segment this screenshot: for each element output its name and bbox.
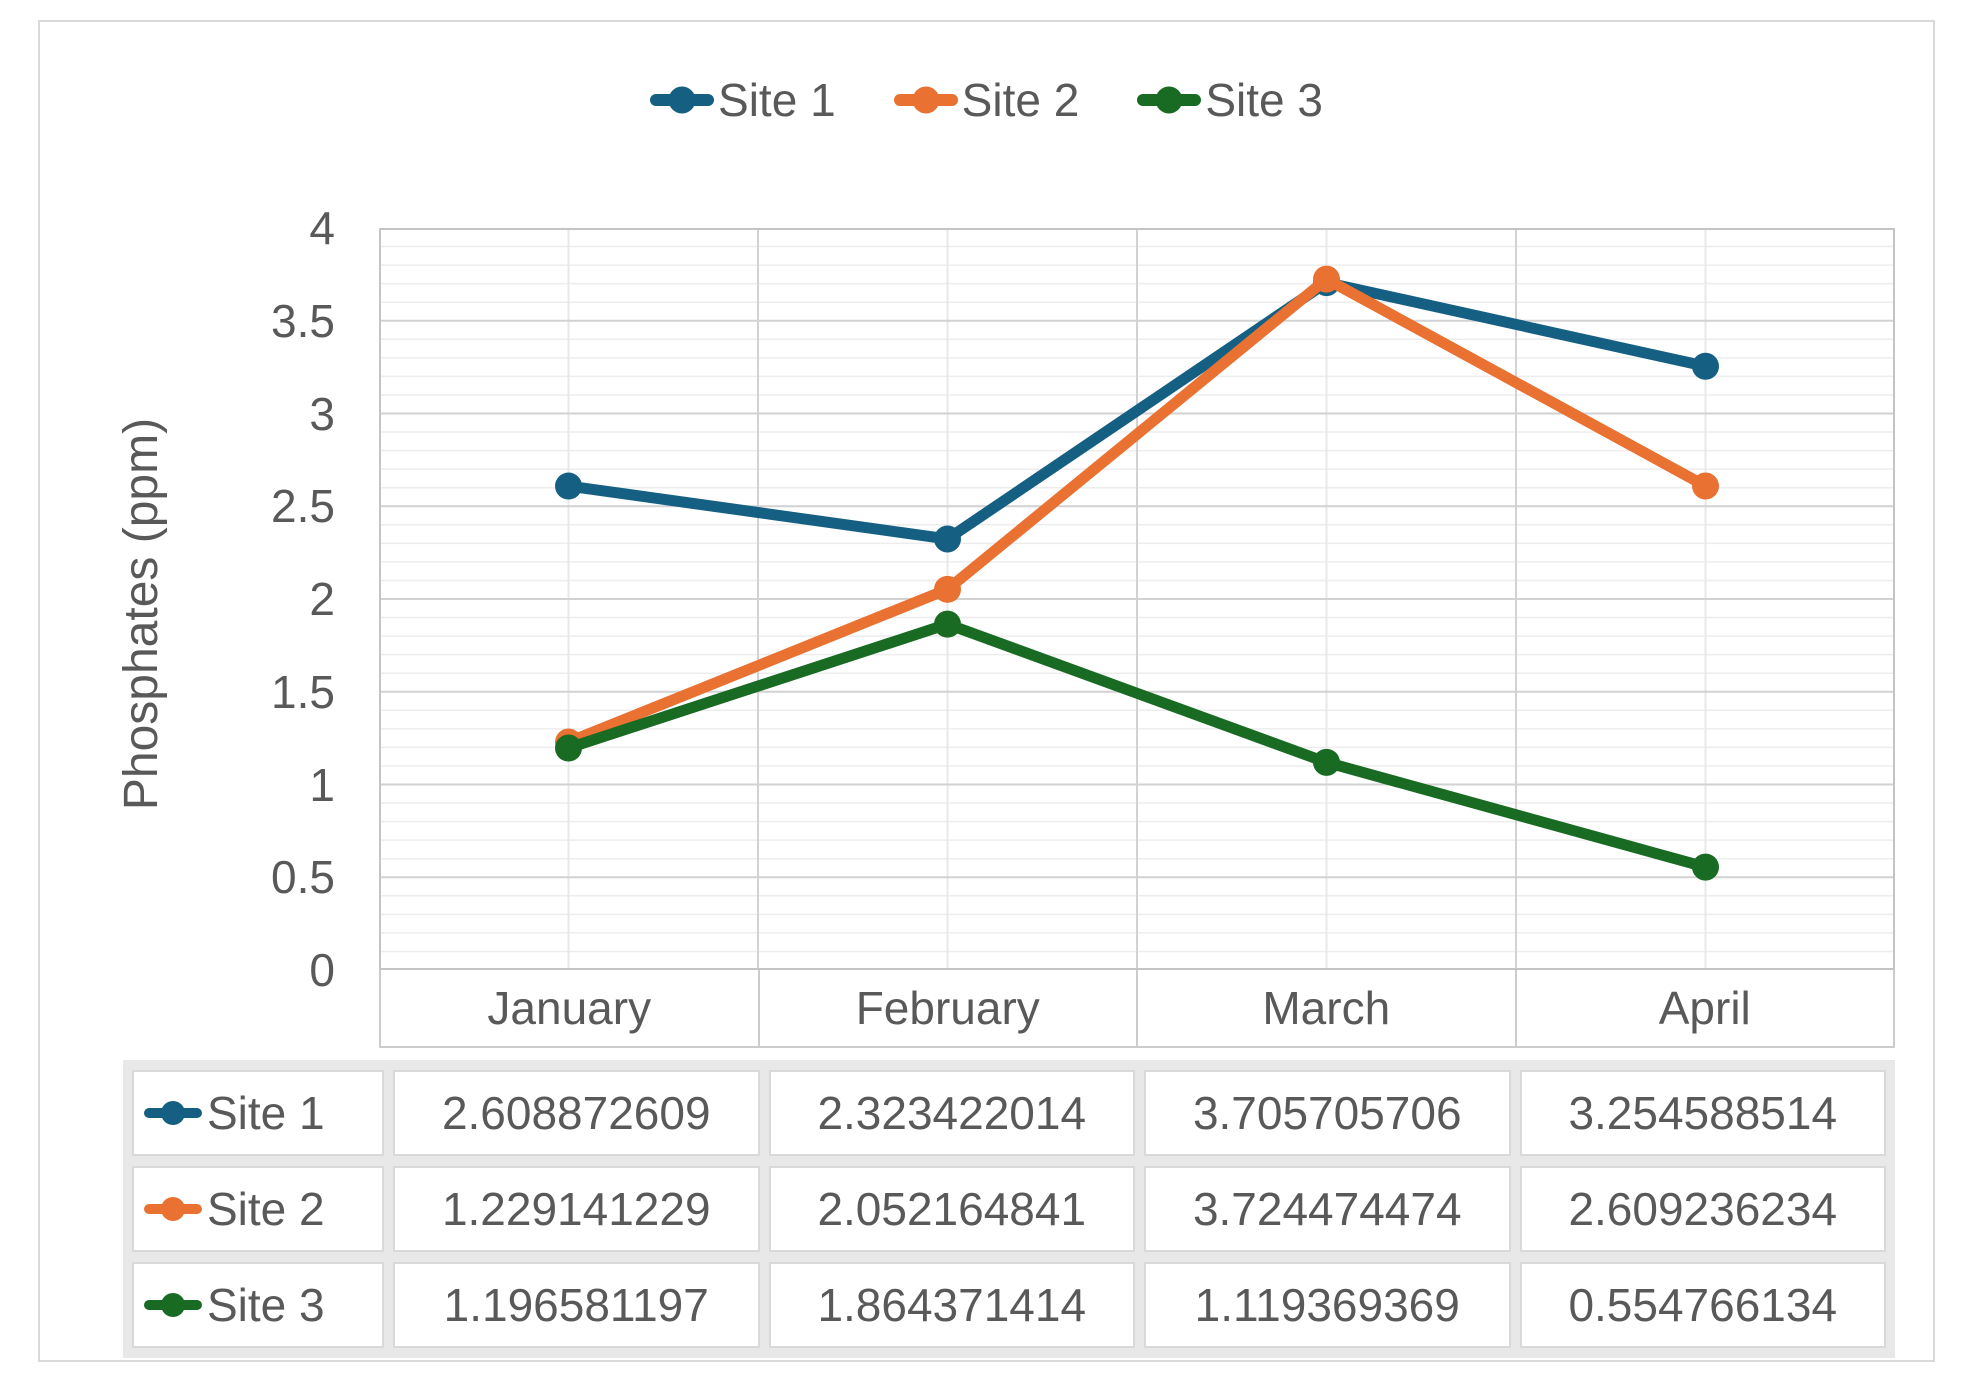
- table-row-header: Site 3: [132, 1262, 384, 1348]
- series-marker-dot-icon: [161, 1293, 185, 1317]
- y-axis-tick-label: 0: [309, 944, 335, 996]
- y-axis-tick-label: 2: [309, 573, 335, 625]
- table-value-cell: 2.323422014: [768, 1070, 1135, 1156]
- series-marker-dot-icon: [668, 86, 696, 114]
- table-value-cell: 3.254588514: [1519, 1070, 1886, 1156]
- series-line: [563, 618, 1711, 873]
- x-axis-category-labels: January February March April: [379, 970, 1895, 1048]
- table-row-header: Site 2: [132, 1166, 384, 1252]
- series-site-3: [555, 610, 1719, 881]
- data-point-marker: [934, 575, 961, 603]
- y-axis-tick-label: 3.5: [271, 294, 335, 347]
- chart-legend: Site 1 Site 2 Site 3: [40, 72, 1933, 128]
- series-marker-icon: [144, 1101, 202, 1125]
- y-axis-tick-label: 3: [309, 387, 335, 440]
- series-name-label: Site 1: [207, 1087, 325, 1139]
- data-point-marker: [555, 472, 582, 500]
- data-point-marker: [934, 610, 961, 638]
- table-value-cell: 1.864371414: [768, 1262, 1135, 1348]
- series-marker-dot-icon: [1155, 86, 1183, 114]
- chart-frame: Site 1 Site 2 Site 3 Phosphates (ppm) 4 3.5…: [38, 20, 1935, 1362]
- series-marker-icon: [144, 1293, 202, 1317]
- plot-border: [379, 228, 1895, 970]
- table-value-cell: 3.724474474: [1144, 1166, 1511, 1252]
- legend-label: Site 1: [718, 74, 836, 126]
- legend-label: Site 2: [961, 74, 1080, 126]
- table-value-cell: 1.196581197: [393, 1262, 760, 1348]
- data-point-marker: [934, 525, 961, 553]
- series-line: [563, 277, 1711, 545]
- data-point-marker: [555, 734, 582, 762]
- data-point-marker: [1313, 265, 1340, 293]
- y-axis-tick-label: 0.5: [271, 851, 335, 904]
- series-line: [563, 273, 1711, 748]
- legend-label: Site 3: [1205, 74, 1323, 126]
- series-marker-icon: [893, 86, 958, 114]
- data-table: Site 1 2.608872609 2.323422014 3.705705706 3…: [123, 1060, 1895, 1358]
- table-row: Site 1 2.608872609 2.323422014 3.705705706 3…: [132, 1070, 1886, 1156]
- legend-item-site-2: Site 2: [893, 73, 1080, 127]
- series-name-label: Site 2: [207, 1183, 325, 1235]
- legend-item-site-1: Site 1: [650, 73, 836, 127]
- table-row-header: Site 1: [132, 1070, 384, 1156]
- data-point-marker: [1692, 853, 1719, 881]
- series-marker-icon: [1137, 86, 1202, 114]
- data-point-marker: [1692, 352, 1719, 380]
- series-marker-dot-icon: [912, 86, 940, 114]
- data-point-marker: [1313, 748, 1340, 776]
- series-marker-dot-icon: [161, 1101, 185, 1125]
- y-axis-tick-label: 1: [309, 758, 335, 811]
- data-point-marker: [1692, 472, 1719, 500]
- y-axis-tick-label: 4: [309, 202, 335, 254]
- x-axis-category-label: March: [1136, 970, 1515, 1046]
- plot-area: [379, 228, 1895, 970]
- series-marker-icon: [144, 1197, 202, 1221]
- y-axis-tick-label: 2.5: [271, 480, 335, 533]
- series-name-label: Site 3: [207, 1279, 325, 1331]
- y-axis-title: Phosphates (ppm): [115, 417, 168, 811]
- x-axis-category-label: April: [1514, 970, 1894, 1046]
- table-value-cell: 2.052164841: [768, 1166, 1135, 1252]
- table-value-cell: 3.705705706: [1144, 1070, 1511, 1156]
- table-value-cell: 1.119369369: [1144, 1262, 1511, 1348]
- x-axis-category-label: January: [487, 982, 652, 1034]
- y-axis-tick-label: 1.5: [271, 665, 335, 718]
- legend-item-site-3: Site 3: [1137, 73, 1323, 127]
- series-marker-dot-icon: [161, 1197, 185, 1221]
- table-value-cell: 1.229141229: [393, 1166, 760, 1252]
- x-axis-category-label: February: [757, 970, 1137, 1046]
- table-value-cell: 2.609236234: [1519, 1166, 1886, 1252]
- table-row: Site 2 1.229141229 2.052164841 3.724474474 2…: [132, 1166, 1886, 1252]
- series-marker-icon: [650, 86, 715, 114]
- table-value-cell: 2.608872609: [393, 1070, 760, 1156]
- table-value-cell: 0.554766134: [1519, 1262, 1886, 1348]
- table-row: Site 3 1.196581197 1.864371414 1.119369369 0…: [132, 1262, 1886, 1348]
